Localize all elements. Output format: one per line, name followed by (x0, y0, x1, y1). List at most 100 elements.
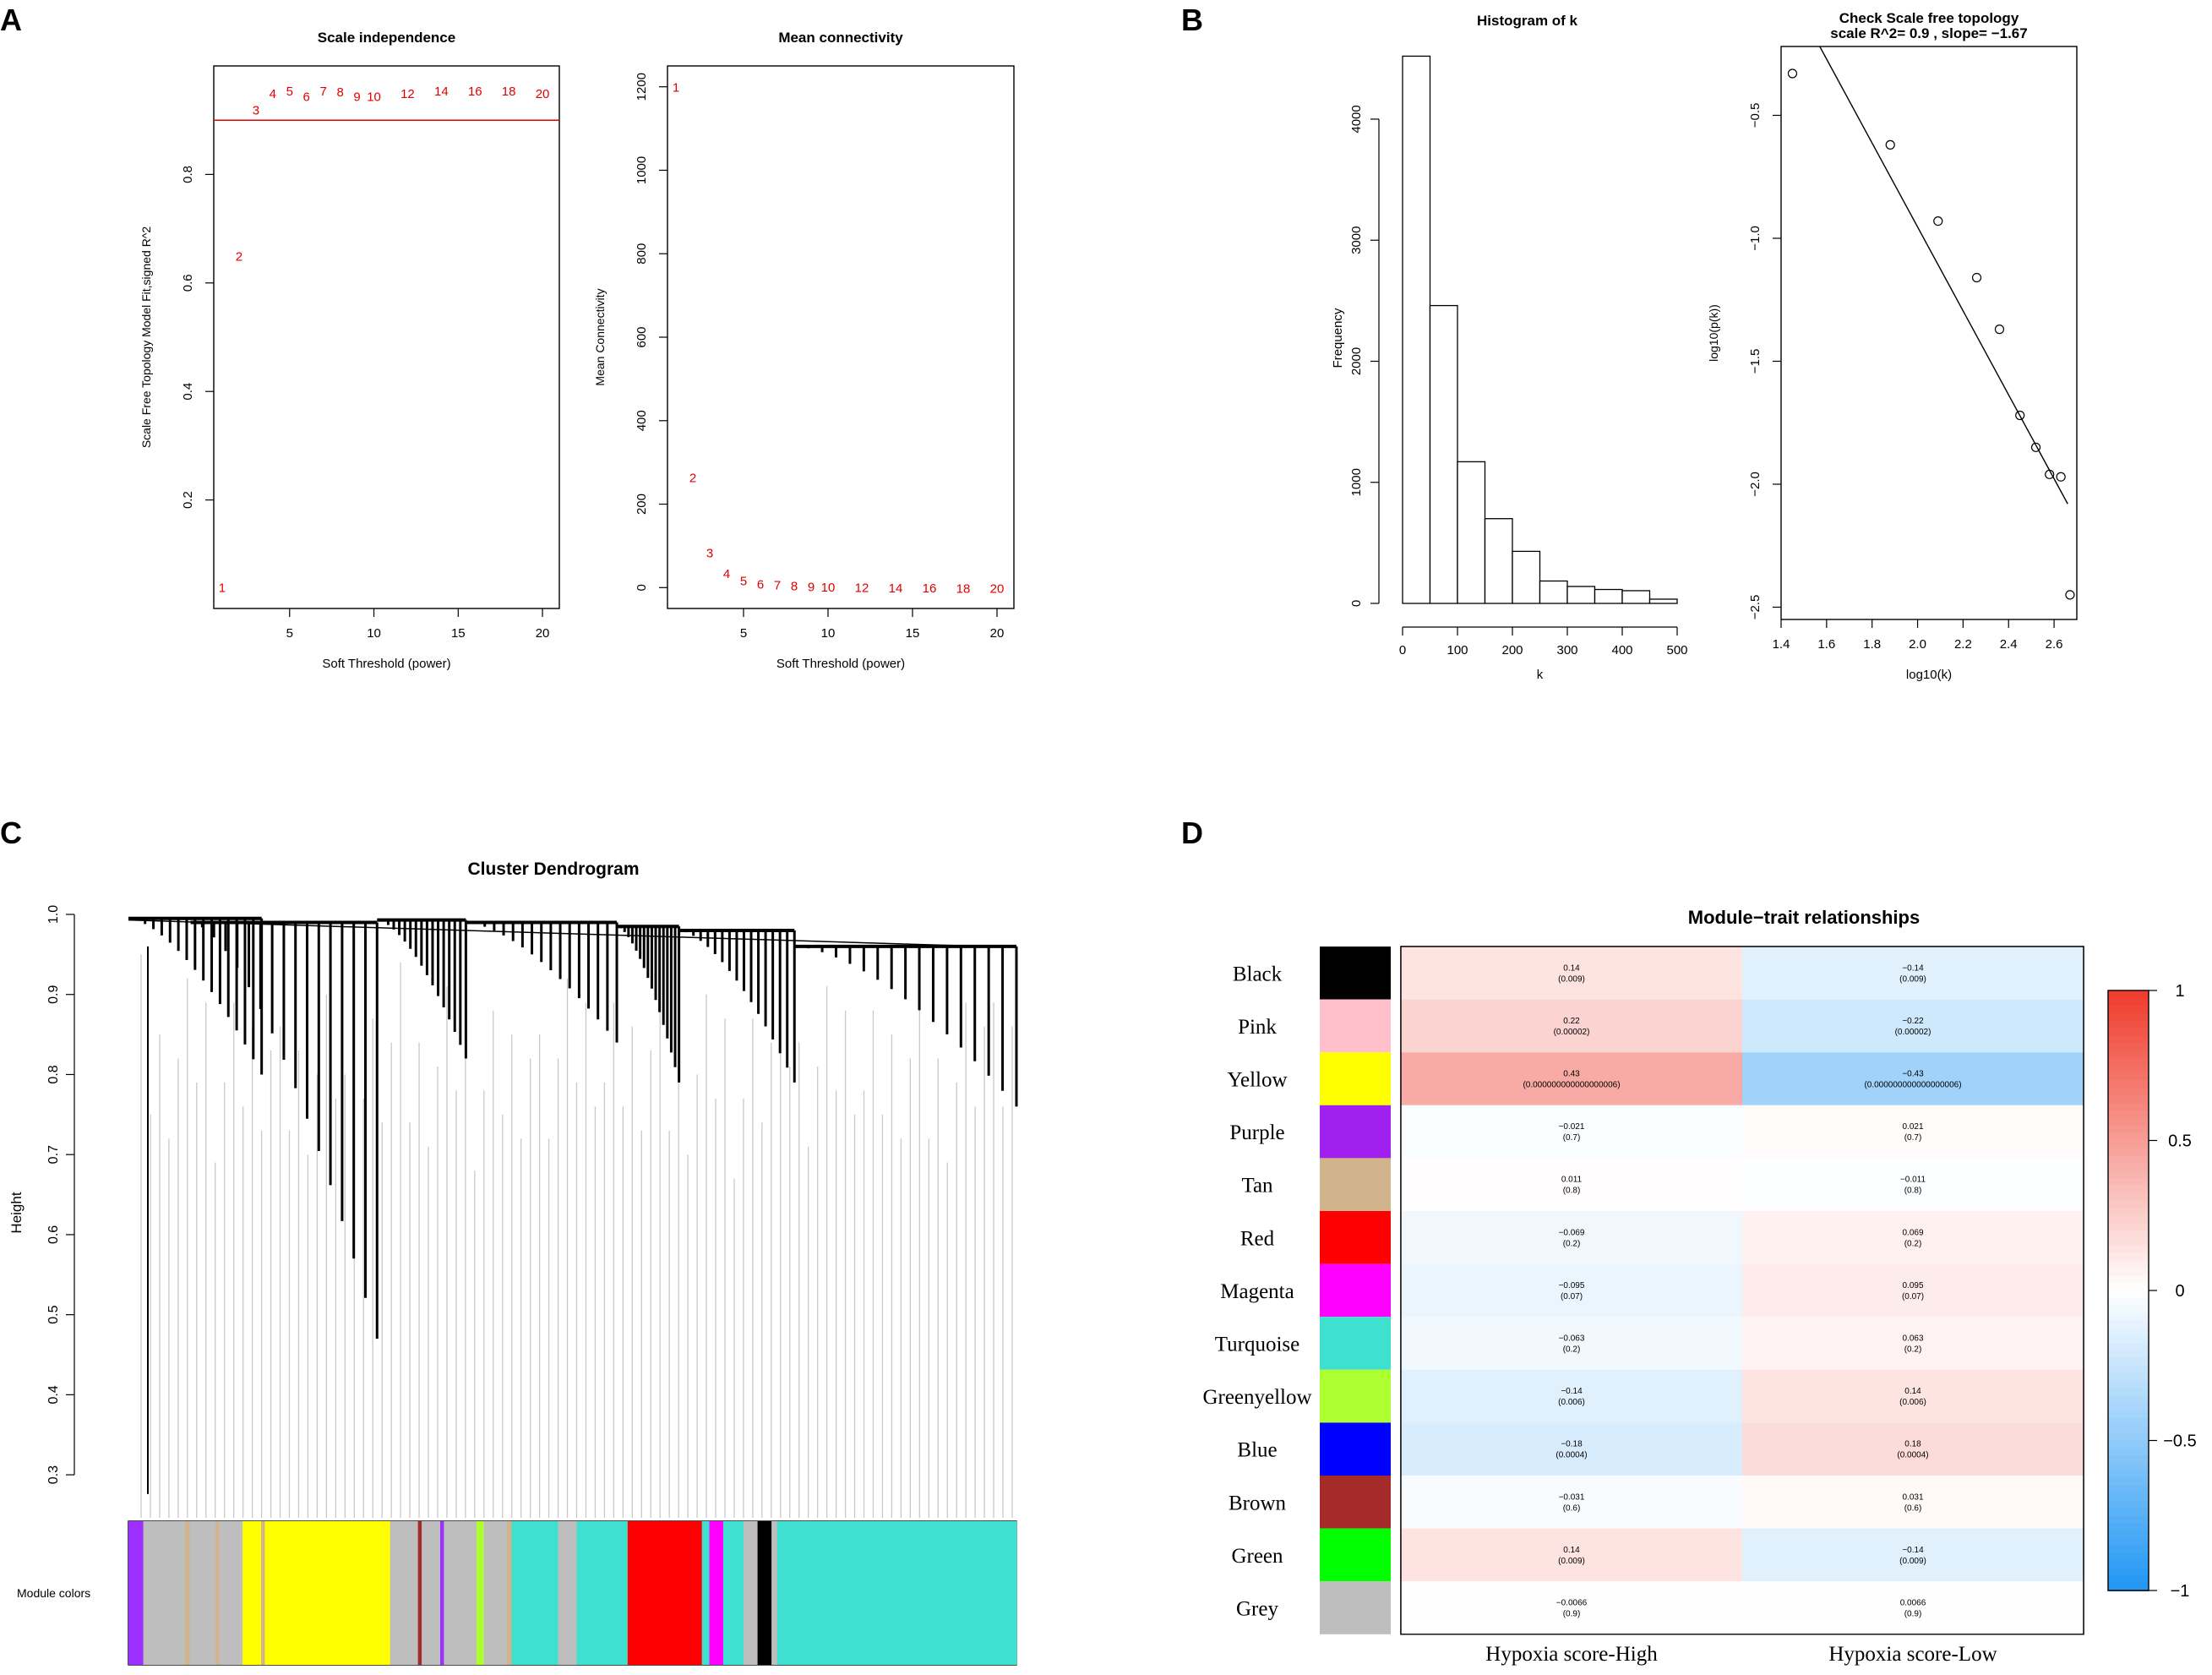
module-label: Tan (1241, 1175, 1273, 1198)
legend-gradient-step (2108, 1208, 2149, 1217)
legend-gradient-step (2108, 1552, 2149, 1562)
module-label: Greenyellow (1202, 1386, 1311, 1409)
heatmap-cell-value: 0.063 (1902, 1334, 1923, 1344)
x-tick-label: 100 (1447, 643, 1468, 657)
module-color-swatch (1320, 947, 1391, 1000)
heatmap-cell (1742, 1422, 2084, 1476)
y-tick-label: 1000 (635, 156, 649, 184)
heatmap-cell-pvalue: (0.000000000000000006) (1864, 1081, 1961, 1090)
plot-frame (213, 65, 560, 609)
x-tick-label: 2.4 (2000, 637, 2018, 652)
heatmap-cell-value: −0.18 (1561, 1440, 1583, 1449)
heatmap-cell-pvalue: (0.6) (1904, 1503, 1922, 1513)
legend-gradient-step (2108, 1515, 2149, 1525)
y-tick-label: 400 (635, 410, 649, 431)
heatmap-cell-pvalue: (0.9) (1563, 1610, 1581, 1619)
y-tick-label: 0.8 (46, 1065, 61, 1083)
x-tick-label: 20 (536, 626, 550, 641)
legend-gradient-step (2108, 1072, 2149, 1082)
legend-tick-label: −1 (2171, 1582, 2190, 1601)
histogram-bar (1457, 461, 1486, 604)
heatmap-cell-value: 0.069 (1902, 1228, 1923, 1237)
data-point (2045, 469, 2055, 479)
module-color-segment (558, 1521, 577, 1665)
heatmap-cell-pvalue: (0.009) (1558, 1557, 1585, 1566)
data-point-label: 10 (367, 90, 381, 104)
x-tick-label: 10 (367, 626, 381, 641)
legend-gradient-step (2108, 1283, 2149, 1291)
module-color-segment (390, 1521, 419, 1665)
legend-gradient-step (2108, 997, 2149, 1007)
y-tick-label: 1.0 (46, 905, 61, 924)
legend-gradient-step (2108, 1177, 2149, 1187)
legend-gradient-step (2108, 1192, 2149, 1202)
histogram-bar (1621, 590, 1651, 604)
y-tick-label: −2.0 (1748, 472, 1763, 497)
legend-gradient-step (2108, 1470, 2149, 1479)
heatmap-cell (1742, 1052, 2084, 1105)
y-tick-label: 0.9 (46, 985, 61, 1004)
legend-gradient-step (2108, 1252, 2149, 1262)
data-point-label: 16 (923, 581, 937, 596)
legend-gradient-step (2108, 1148, 2149, 1157)
plot-title: Scale independence (318, 30, 455, 46)
heatmap-cell-value: 0.031 (1902, 1492, 1923, 1502)
legend-gradient-step (2108, 1575, 2149, 1585)
legend-gradient-step (2108, 1012, 2149, 1022)
data-point-label: 5 (740, 574, 747, 588)
plot-title: Histogram of k (1477, 13, 1578, 29)
legend-gradient-step (2108, 1320, 2149, 1329)
legend-gradient-step (2108, 1117, 2149, 1127)
legend-gradient-step (2108, 1230, 2149, 1239)
x-tick-label: 1.8 (1863, 637, 1881, 652)
legend-gradient-step (2108, 1125, 2149, 1134)
data-point-label: 5 (286, 85, 293, 99)
histogram-bar (1512, 550, 1541, 604)
data-point-label: 18 (956, 581, 971, 596)
y-tick-label: −1.5 (1748, 349, 1763, 374)
legend-gradient-step (2108, 1508, 2149, 1517)
legend-gradient-step (2108, 990, 2149, 999)
legend-gradient-step (2108, 1380, 2149, 1389)
y-tick-label: 0 (1349, 600, 1364, 607)
heatmap-cell (1742, 1581, 2084, 1634)
legend-gradient-step (2108, 1455, 2149, 1465)
heatmap-cell-value: 0.095 (1902, 1281, 1923, 1290)
y-tick-label: 0.7 (46, 1145, 61, 1164)
x-tick-label: 1.4 (1773, 637, 1790, 652)
module-label: Red (1240, 1227, 1275, 1250)
y-tick-label: 2000 (1349, 347, 1364, 375)
heatmap-cell (1742, 947, 2084, 1000)
data-point-label: 1 (673, 81, 679, 95)
module-color-segment (476, 1521, 485, 1665)
heatmap-cell-pvalue: (0.2) (1904, 1239, 1922, 1248)
module-color-segment (444, 1521, 477, 1665)
heatmap-cell-value: −0.011 (1900, 1176, 1926, 1185)
heatmap-cell-value: 0.011 (1561, 1176, 1583, 1185)
y-tick-label: 0.6 (46, 1225, 61, 1244)
heatmap-cell-value: −0.14 (1902, 1546, 1924, 1555)
legend-gradient-step (2108, 1088, 2149, 1097)
heatmap-cell-pvalue: (0.8) (1904, 1187, 1922, 1196)
heatmap-title: Module−trait relationships (1688, 907, 1920, 928)
heatmap-cell-pvalue: (0.7) (1563, 1133, 1581, 1143)
legend-gradient-step (2108, 1560, 2149, 1569)
data-point (2030, 442, 2041, 452)
module-label: Brown (1229, 1492, 1287, 1514)
legend-gradient-step (2108, 1163, 2149, 1171)
module-color-segment (744, 1521, 759, 1665)
heatmap-cell-pvalue: (0.009) (1558, 974, 1585, 984)
x-tick-label: 1.6 (1817, 637, 1835, 652)
legend-gradient-step (2108, 1057, 2149, 1067)
heatmap-cell (1401, 1528, 1742, 1582)
legend-gradient-step (2108, 1477, 2149, 1487)
y-tick-label: 1000 (1349, 468, 1364, 496)
data-point-label: 18 (502, 85, 516, 99)
heatmap-cell (1401, 1422, 1742, 1476)
y-tick-label: 0.8 (181, 166, 195, 183)
module-color-segment (219, 1521, 243, 1665)
heatmap-cell-pvalue: (0.6) (1563, 1503, 1581, 1513)
x-axis-label: Soft Threshold (power) (322, 657, 450, 671)
module-label: Pink (1238, 1016, 1277, 1039)
